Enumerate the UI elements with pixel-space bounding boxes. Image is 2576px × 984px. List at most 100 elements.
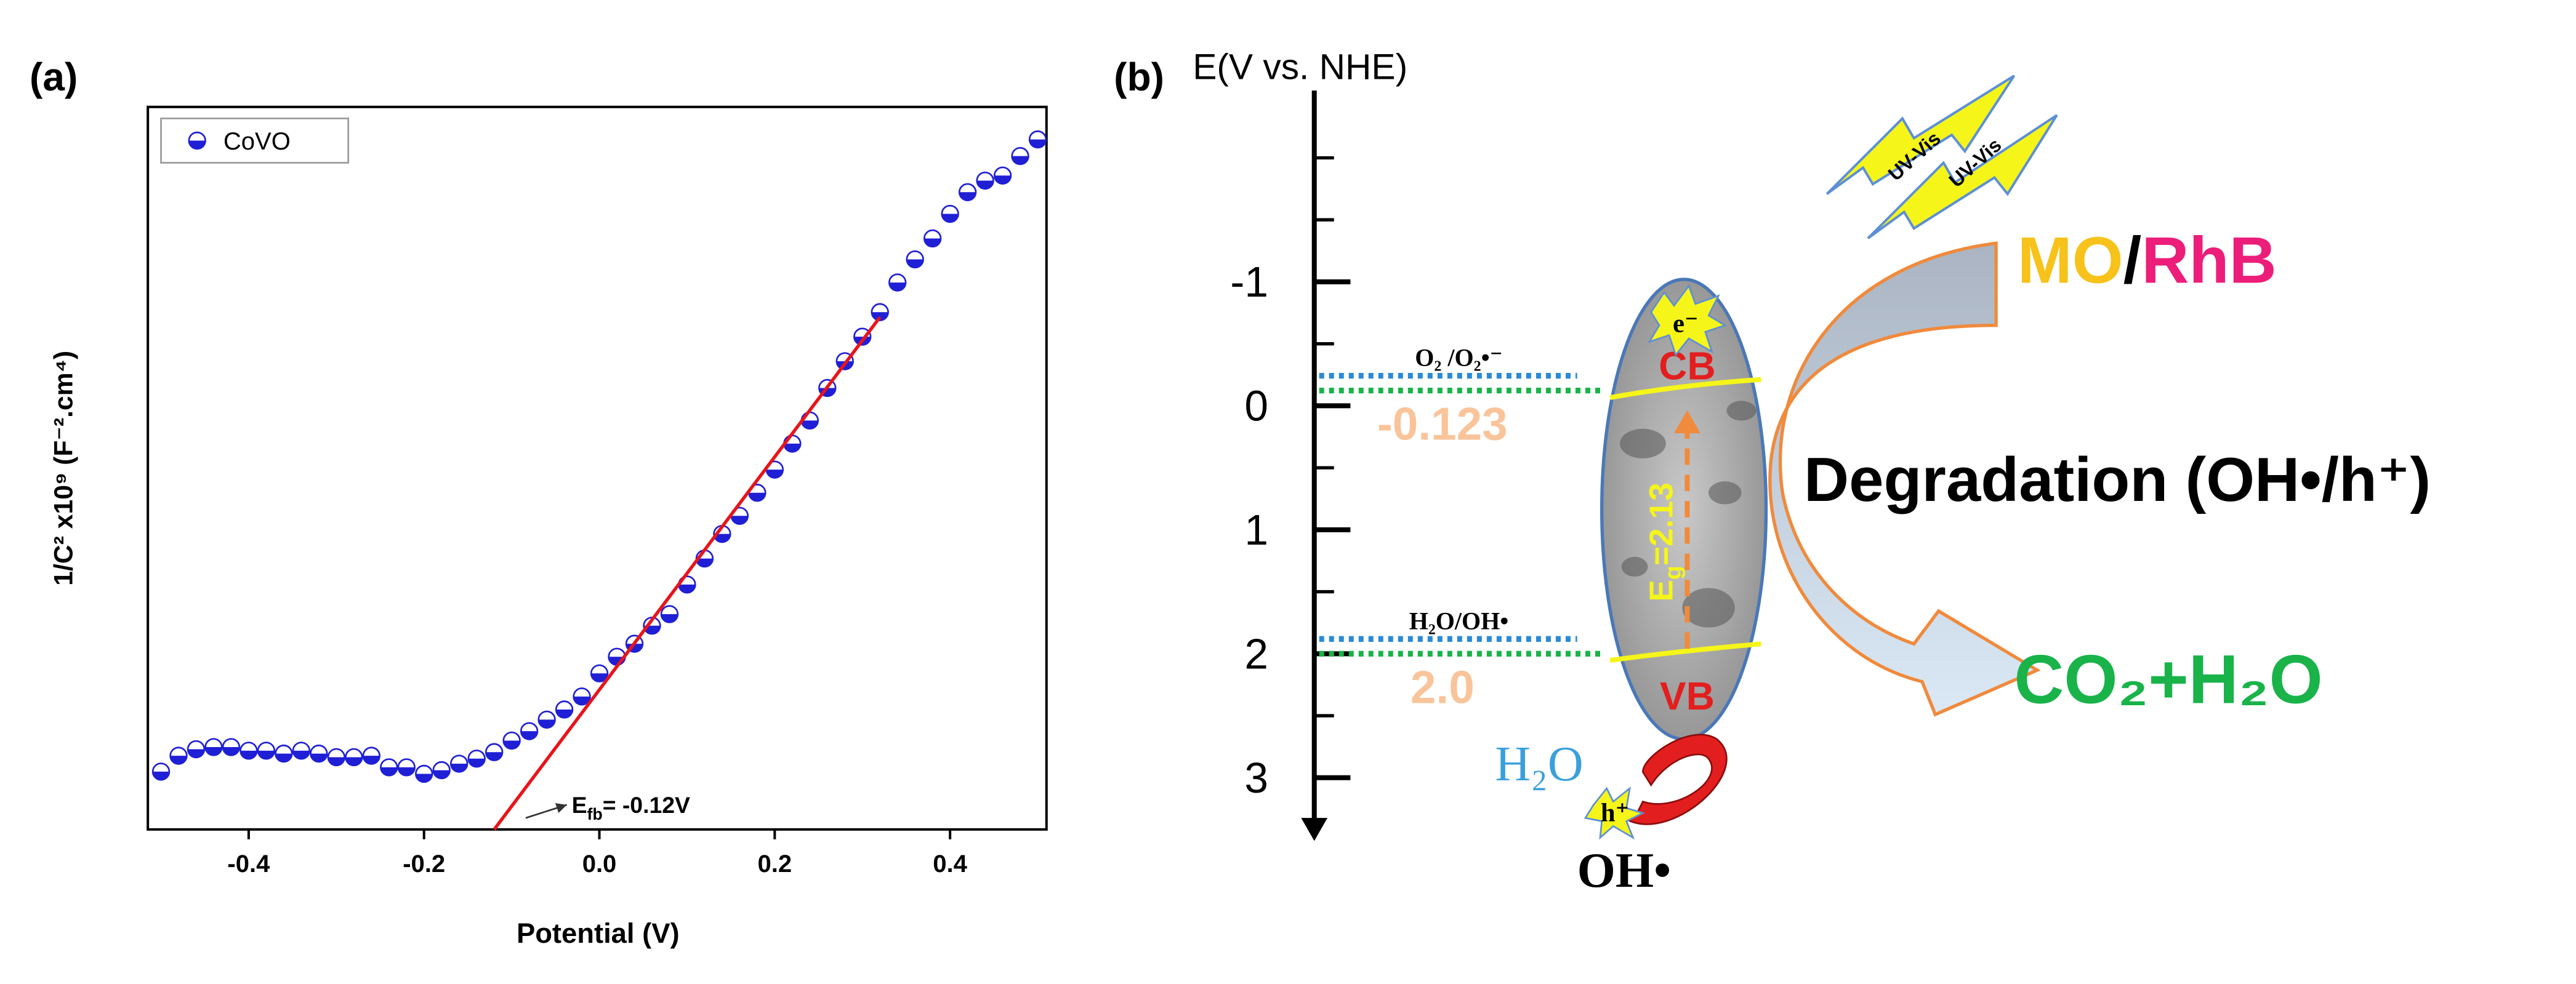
process-label: Degradation (OH•/h⁺)	[1804, 445, 2431, 514]
data-point	[485, 743, 504, 761]
reaction-arrow	[1616, 734, 1728, 825]
marker-half	[1012, 156, 1029, 164]
marker-half	[310, 753, 328, 762]
energy-tick-label: 0	[1244, 382, 1268, 430]
y-axis-label: 1/C² x10⁹ (F⁻².cm⁴)	[49, 351, 78, 586]
vb-edge	[1609, 641, 1761, 663]
dye: MO	[2018, 223, 2123, 297]
marker-half	[153, 771, 169, 780]
marker-half	[766, 470, 783, 478]
data-point	[188, 131, 206, 150]
x-tick-label: -0.4	[227, 850, 270, 878]
data-point	[467, 750, 486, 768]
marker-half	[380, 767, 398, 776]
data-point	[871, 303, 889, 321]
bolt	[1867, 114, 2058, 239]
data-point	[555, 700, 574, 719]
marker-half	[573, 696, 590, 705]
marker-half	[678, 584, 696, 593]
data-point	[923, 229, 942, 248]
data-point	[222, 738, 241, 756]
marker-half	[416, 774, 433, 782]
marker-half	[696, 558, 713, 567]
marker-half	[556, 709, 573, 718]
x-tick-label: 0.0	[582, 850, 617, 878]
annotation-text: = -0.12V	[603, 792, 690, 818]
electron-burst	[1648, 284, 1727, 357]
cb-edge	[1609, 377, 1761, 401]
energy-axis-label: E(V vs. NHE)	[1193, 47, 1407, 87]
marker-half	[486, 752, 502, 761]
data-point	[748, 484, 767, 502]
marker-half	[538, 719, 555, 728]
data-point	[362, 746, 380, 765]
energy-tick-label: 2	[1244, 630, 1268, 678]
data-point	[958, 183, 977, 201]
marker-half	[363, 756, 380, 764]
redox-couple: O₂ /O₂•⁻	[1415, 344, 1503, 372]
data-point	[257, 742, 276, 760]
marker-half	[784, 443, 801, 452]
data-point	[520, 722, 539, 740]
marker-half	[240, 750, 257, 759]
band-gap-value: =2.13	[1643, 482, 1680, 566]
fit-line	[493, 316, 882, 831]
marker-half	[205, 747, 222, 756]
hole-burst	[1584, 786, 1645, 840]
data-point	[1011, 146, 1029, 166]
data-point	[239, 742, 258, 760]
redox-potential: 2.0	[1411, 661, 1475, 713]
marker-half	[661, 614, 678, 623]
data-point	[380, 758, 398, 777]
data-point	[310, 744, 328, 763]
x-tick-label: -0.2	[403, 850, 445, 878]
marker-half	[328, 757, 345, 766]
marker-half	[994, 175, 1011, 184]
marker-half	[976, 180, 994, 189]
marker-half	[433, 770, 450, 778]
data-point	[537, 710, 556, 729]
electron-label: e⁻	[1673, 309, 1698, 338]
marker-half	[749, 492, 766, 502]
data-point	[449, 754, 469, 773]
light-bolt: UV-Vis UV-Vis	[1825, 74, 2058, 239]
data-point	[151, 762, 171, 781]
data-point	[187, 740, 206, 759]
data-point	[397, 758, 416, 777]
x-axis-label: Potential (V)	[517, 918, 680, 949]
panel-label: (b)	[1114, 55, 1164, 99]
data-point	[660, 605, 679, 623]
plot-frame	[147, 105, 1048, 831]
marker-half	[591, 673, 608, 682]
data-point	[1028, 130, 1047, 149]
data-point	[976, 171, 994, 190]
dyes: MO/RhB	[2018, 223, 2277, 297]
marker-half	[801, 420, 818, 429]
data-point	[345, 748, 363, 767]
marker-half	[188, 140, 206, 149]
data-point	[432, 761, 451, 780]
annotation-symbol: E	[572, 792, 587, 818]
band-gap-symbol: E	[1643, 580, 1680, 602]
panel-label: (a)	[30, 55, 78, 99]
marker-half	[924, 238, 941, 247]
data-point	[713, 524, 731, 543]
bolt	[1825, 74, 2016, 195]
marker-half	[293, 750, 310, 759]
marker-half	[398, 767, 415, 776]
data-point	[765, 460, 784, 479]
data-point	[888, 273, 907, 292]
annotation-subscript: fb	[587, 805, 603, 823]
marker-half	[521, 731, 537, 740]
annotation-arrowhead	[555, 803, 567, 814]
data-point	[415, 764, 433, 783]
radical-label: OH•	[1577, 844, 1672, 898]
energy-axis-arrowhead	[1301, 818, 1328, 841]
particle-texture	[1709, 481, 1742, 505]
marker-half	[959, 192, 976, 201]
data-point	[275, 744, 293, 763]
marker-half	[223, 747, 239, 756]
data-point	[573, 687, 591, 706]
